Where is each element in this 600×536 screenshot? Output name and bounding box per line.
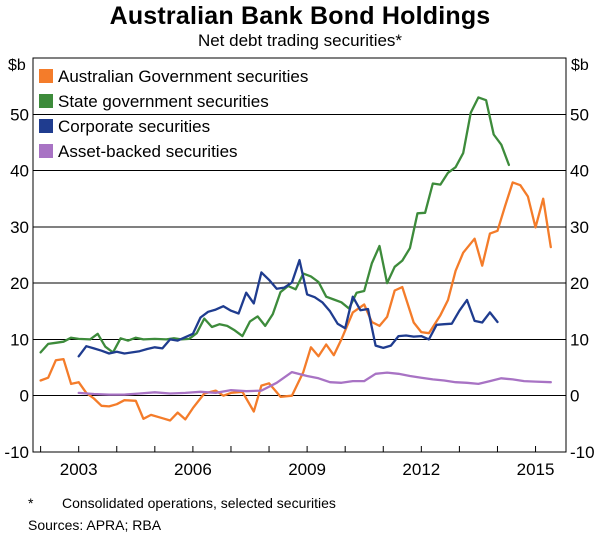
- x-tick-label: 2012: [402, 460, 440, 479]
- legend-label: Australian Government securities: [58, 67, 308, 86]
- y-tick-label-left: 30: [10, 218, 29, 237]
- y-tick-label-left: 10: [10, 330, 29, 349]
- y-tick-label-left: -10: [4, 443, 29, 462]
- legend-label: State government securities: [58, 92, 269, 111]
- axes: -10 -10 0 0 10 10 20 20 30 30 40 40 50 50 2003 2006 2009…: [4, 105, 594, 479]
- right-unit-label: $b: [571, 57, 589, 74]
- legend-label: Asset-backed securities: [58, 142, 238, 161]
- y-tick-label-right: 30: [570, 218, 589, 237]
- legend-swatch: [39, 69, 53, 83]
- y-tick-label-left: 0: [20, 387, 29, 406]
- y-tick-label-right: -10: [570, 443, 595, 462]
- y-tick-label-left: 40: [10, 162, 29, 181]
- footnote-text: Consolidated operations, selected securi…: [62, 495, 336, 511]
- x-tick-label: 2009: [288, 460, 326, 479]
- y-tick-label-right: 40: [570, 162, 589, 181]
- chart-subtitle: Net debt trading securities*: [197, 31, 403, 50]
- series-line-australian-government-securities: [39, 181, 552, 422]
- series-line-corporate-securities: [77, 258, 499, 358]
- series-line-asset-backed-securities: [77, 370, 552, 396]
- footnote-marker: *: [28, 495, 34, 511]
- y-tick-label-right: 0: [570, 387, 579, 406]
- legend: Australian Government securities State go…: [39, 67, 308, 161]
- x-tick-label: 2006: [174, 460, 212, 479]
- legend-swatch: [39, 144, 53, 158]
- x-tick-label: 2003: [60, 460, 98, 479]
- y-tick-label-right: 10: [570, 330, 589, 349]
- y-tick-label-right: 50: [570, 105, 589, 124]
- series-line-state-government-securities: [39, 96, 511, 354]
- y-tick-label-left: 20: [10, 274, 29, 293]
- y-tick-label-left: 50: [10, 105, 29, 124]
- left-unit-label: $b: [8, 57, 26, 74]
- sources-note: Sources: APRA; RBA: [28, 517, 162, 533]
- y-tick-label-right: 20: [570, 274, 589, 293]
- chart-title: Australian Bank Bond Holdings: [109, 2, 491, 30]
- plot-frame: [32, 57, 567, 453]
- legend-swatch: [39, 119, 53, 133]
- series-lines: [39, 96, 552, 422]
- x-tick-label: 2015: [517, 460, 555, 479]
- legend-swatch: [39, 94, 53, 108]
- legend-label: Corporate securities: [58, 117, 210, 136]
